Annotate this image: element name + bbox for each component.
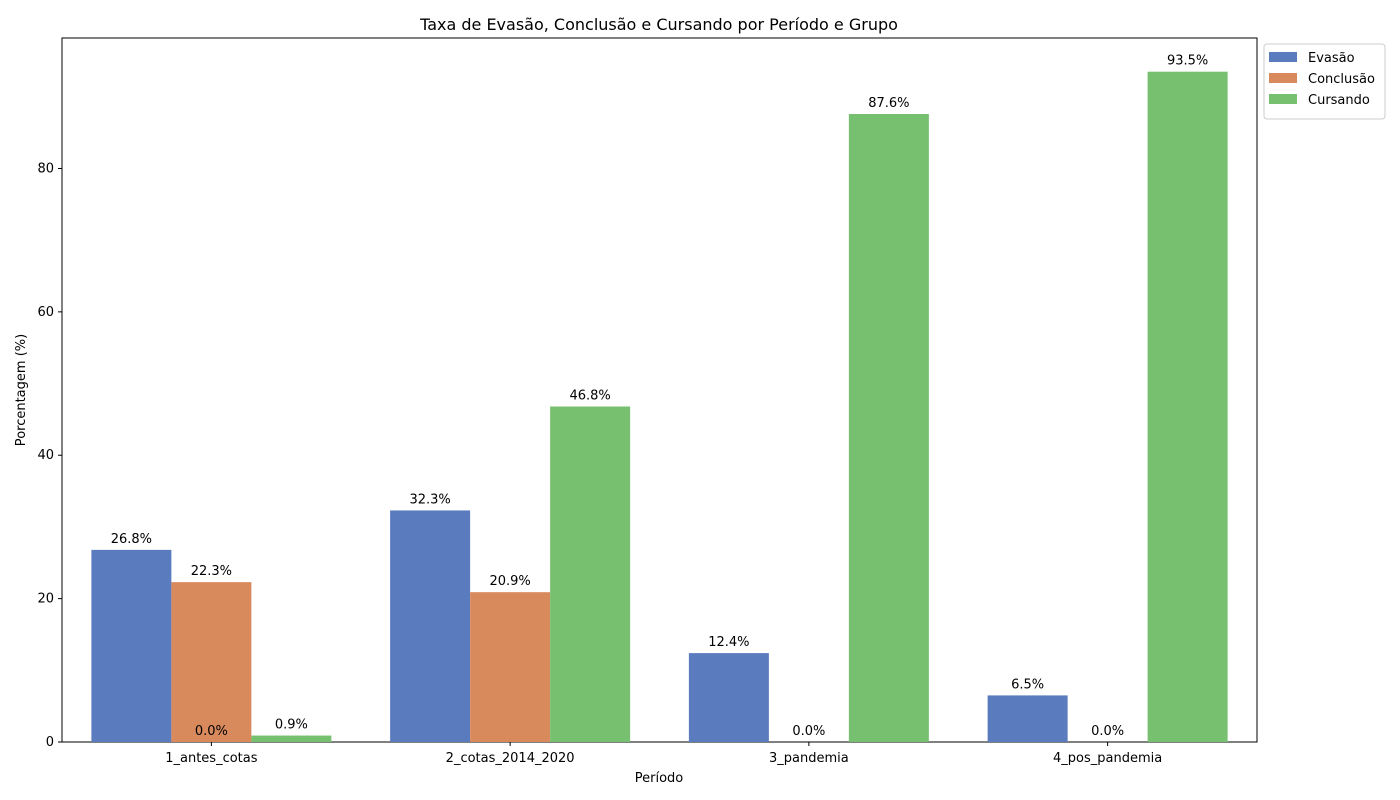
y-tick-label: 80 bbox=[37, 161, 54, 176]
bar-conclusão bbox=[470, 592, 551, 742]
y-tick-label: 60 bbox=[37, 305, 54, 320]
legend-swatch bbox=[1269, 73, 1297, 83]
data-label: 87.6% bbox=[868, 96, 909, 111]
bar-cursando bbox=[848, 113, 929, 743]
data-label: 22.3% bbox=[191, 564, 232, 579]
data-label: 0.0% bbox=[1091, 724, 1124, 739]
data-label: 0.0% bbox=[792, 724, 825, 739]
bar-evasão bbox=[688, 653, 769, 742]
data-label: 20.9% bbox=[489, 574, 530, 589]
legend-label: Conclusão bbox=[1308, 72, 1375, 87]
y-axis-label: Porcentagem (%) bbox=[14, 334, 29, 446]
bar-cursando bbox=[251, 735, 332, 742]
data-label: 0.9% bbox=[275, 718, 308, 733]
plot-frame bbox=[61, 37, 1258, 743]
y-tick-label: 0 bbox=[46, 735, 54, 750]
x-tick-label: 4_pos_pandemia bbox=[1053, 751, 1162, 766]
x-tick-label: 1_antes_cotas bbox=[165, 751, 258, 766]
data-label: 46.8% bbox=[569, 388, 610, 403]
bar-cursando bbox=[550, 406, 631, 742]
legend-label: Evasão bbox=[1308, 51, 1355, 66]
y-tick-label: 20 bbox=[37, 592, 54, 607]
bar-evasão bbox=[91, 549, 172, 742]
x-tick-label: 2_cotas_2014_2020 bbox=[446, 751, 575, 766]
chart-title: Taxa de Evasão, Conclusão e Cursando por… bbox=[419, 15, 898, 34]
legend: Evasão Conclusão Cursando bbox=[1263, 43, 1386, 120]
data-label: 32.3% bbox=[409, 492, 450, 507]
plot-area: 0 20 40 60 80 26.8% 22.3% 0.9% 1_antes_cotas 32.3… bbox=[37, 37, 1258, 766]
bar-evasão bbox=[987, 695, 1068, 742]
data-label: 93.5% bbox=[1167, 54, 1208, 69]
y-tick-label: 40 bbox=[37, 448, 54, 463]
bar-cursando bbox=[1147, 71, 1228, 742]
legend-swatch bbox=[1269, 52, 1297, 62]
legend-swatch bbox=[1269, 94, 1297, 104]
data-label: 12.4% bbox=[708, 635, 749, 650]
x-tick-label: 3_pandemia bbox=[769, 751, 849, 766]
data-label: 6.5% bbox=[1011, 677, 1044, 692]
bar-conclusão bbox=[171, 582, 252, 742]
legend-label: Cursando bbox=[1308, 93, 1370, 108]
data-label: 26.8% bbox=[111, 532, 152, 547]
x-axis-label: Período bbox=[635, 771, 684, 786]
data-label: 0.0% bbox=[195, 724, 228, 739]
bar-evasão bbox=[390, 510, 471, 742]
